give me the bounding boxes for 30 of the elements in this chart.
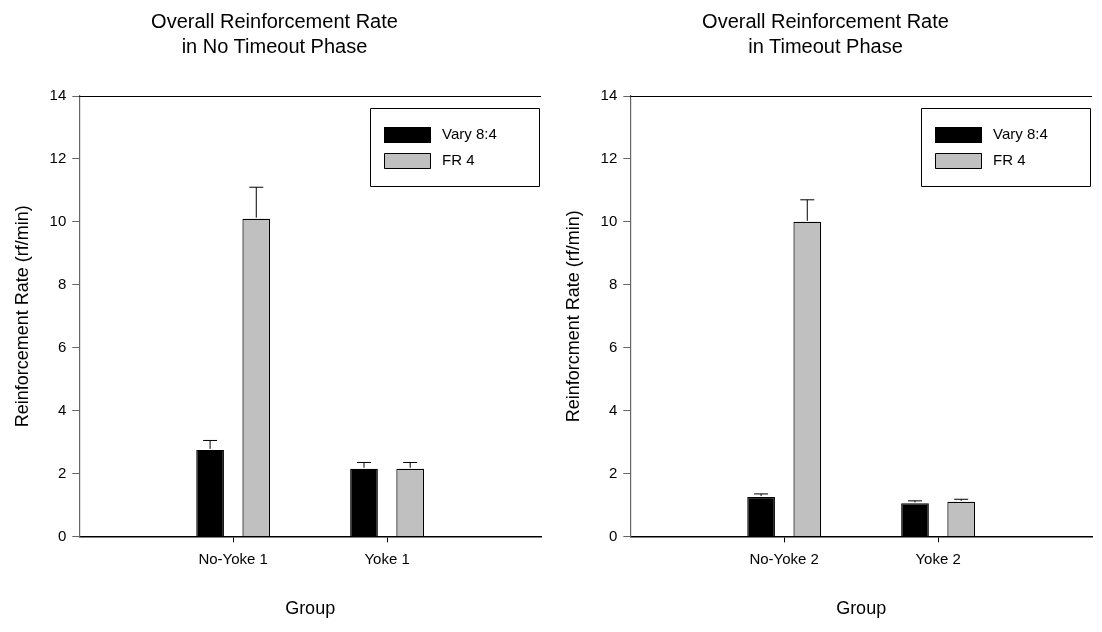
y-axis-title: Reinforcement Rate (rf/min) [11, 205, 32, 428]
y-tick-label: 2 [608, 463, 618, 481]
y-tick-label: 0 [57, 526, 67, 544]
y-tick-label: 6 [608, 337, 618, 355]
y-tick-label: 4 [57, 400, 67, 418]
y-tick-label: 14 [49, 86, 67, 104]
y-tick-label: 10 [600, 211, 618, 229]
y-tick-label: 14 [600, 86, 618, 104]
chart-title: Overall Reinforcement Rate in No Timeout Phase [151, 10, 398, 58]
x-tick-label: Yoke 1 [364, 549, 410, 567]
y-tick-label: 8 [608, 274, 618, 292]
y-tick-label: 10 [49, 211, 67, 229]
x-axis-title: Group [836, 598, 887, 619]
legend-label: FR 4 [993, 151, 1026, 169]
chart-title: Overall Reinforcement Rate in Timeout Phase [702, 10, 949, 58]
x-tick-label: Yoke 2 [915, 549, 961, 567]
y-tick-label: 12 [49, 149, 67, 167]
x-tick-label: No-Yoke 2 [749, 549, 819, 567]
legend-label: Vary 8:4 [993, 125, 1048, 143]
x-axis-title: Group [285, 598, 336, 619]
y-tick-label: 0 [608, 526, 618, 544]
x-tick-label: No-Yoke 1 [198, 549, 268, 567]
legend-label: Vary 8:4 [442, 125, 497, 143]
y-tick-label: 4 [608, 400, 618, 418]
y-tick-label: 8 [57, 274, 67, 292]
y-axis-title: Reinforcment Rate (rf/min) [562, 210, 583, 423]
y-tick-label: 6 [57, 337, 67, 355]
y-tick-label: 12 [600, 149, 618, 167]
y-tick-label: 2 [57, 463, 67, 481]
legend-label: FR 4 [442, 151, 475, 169]
